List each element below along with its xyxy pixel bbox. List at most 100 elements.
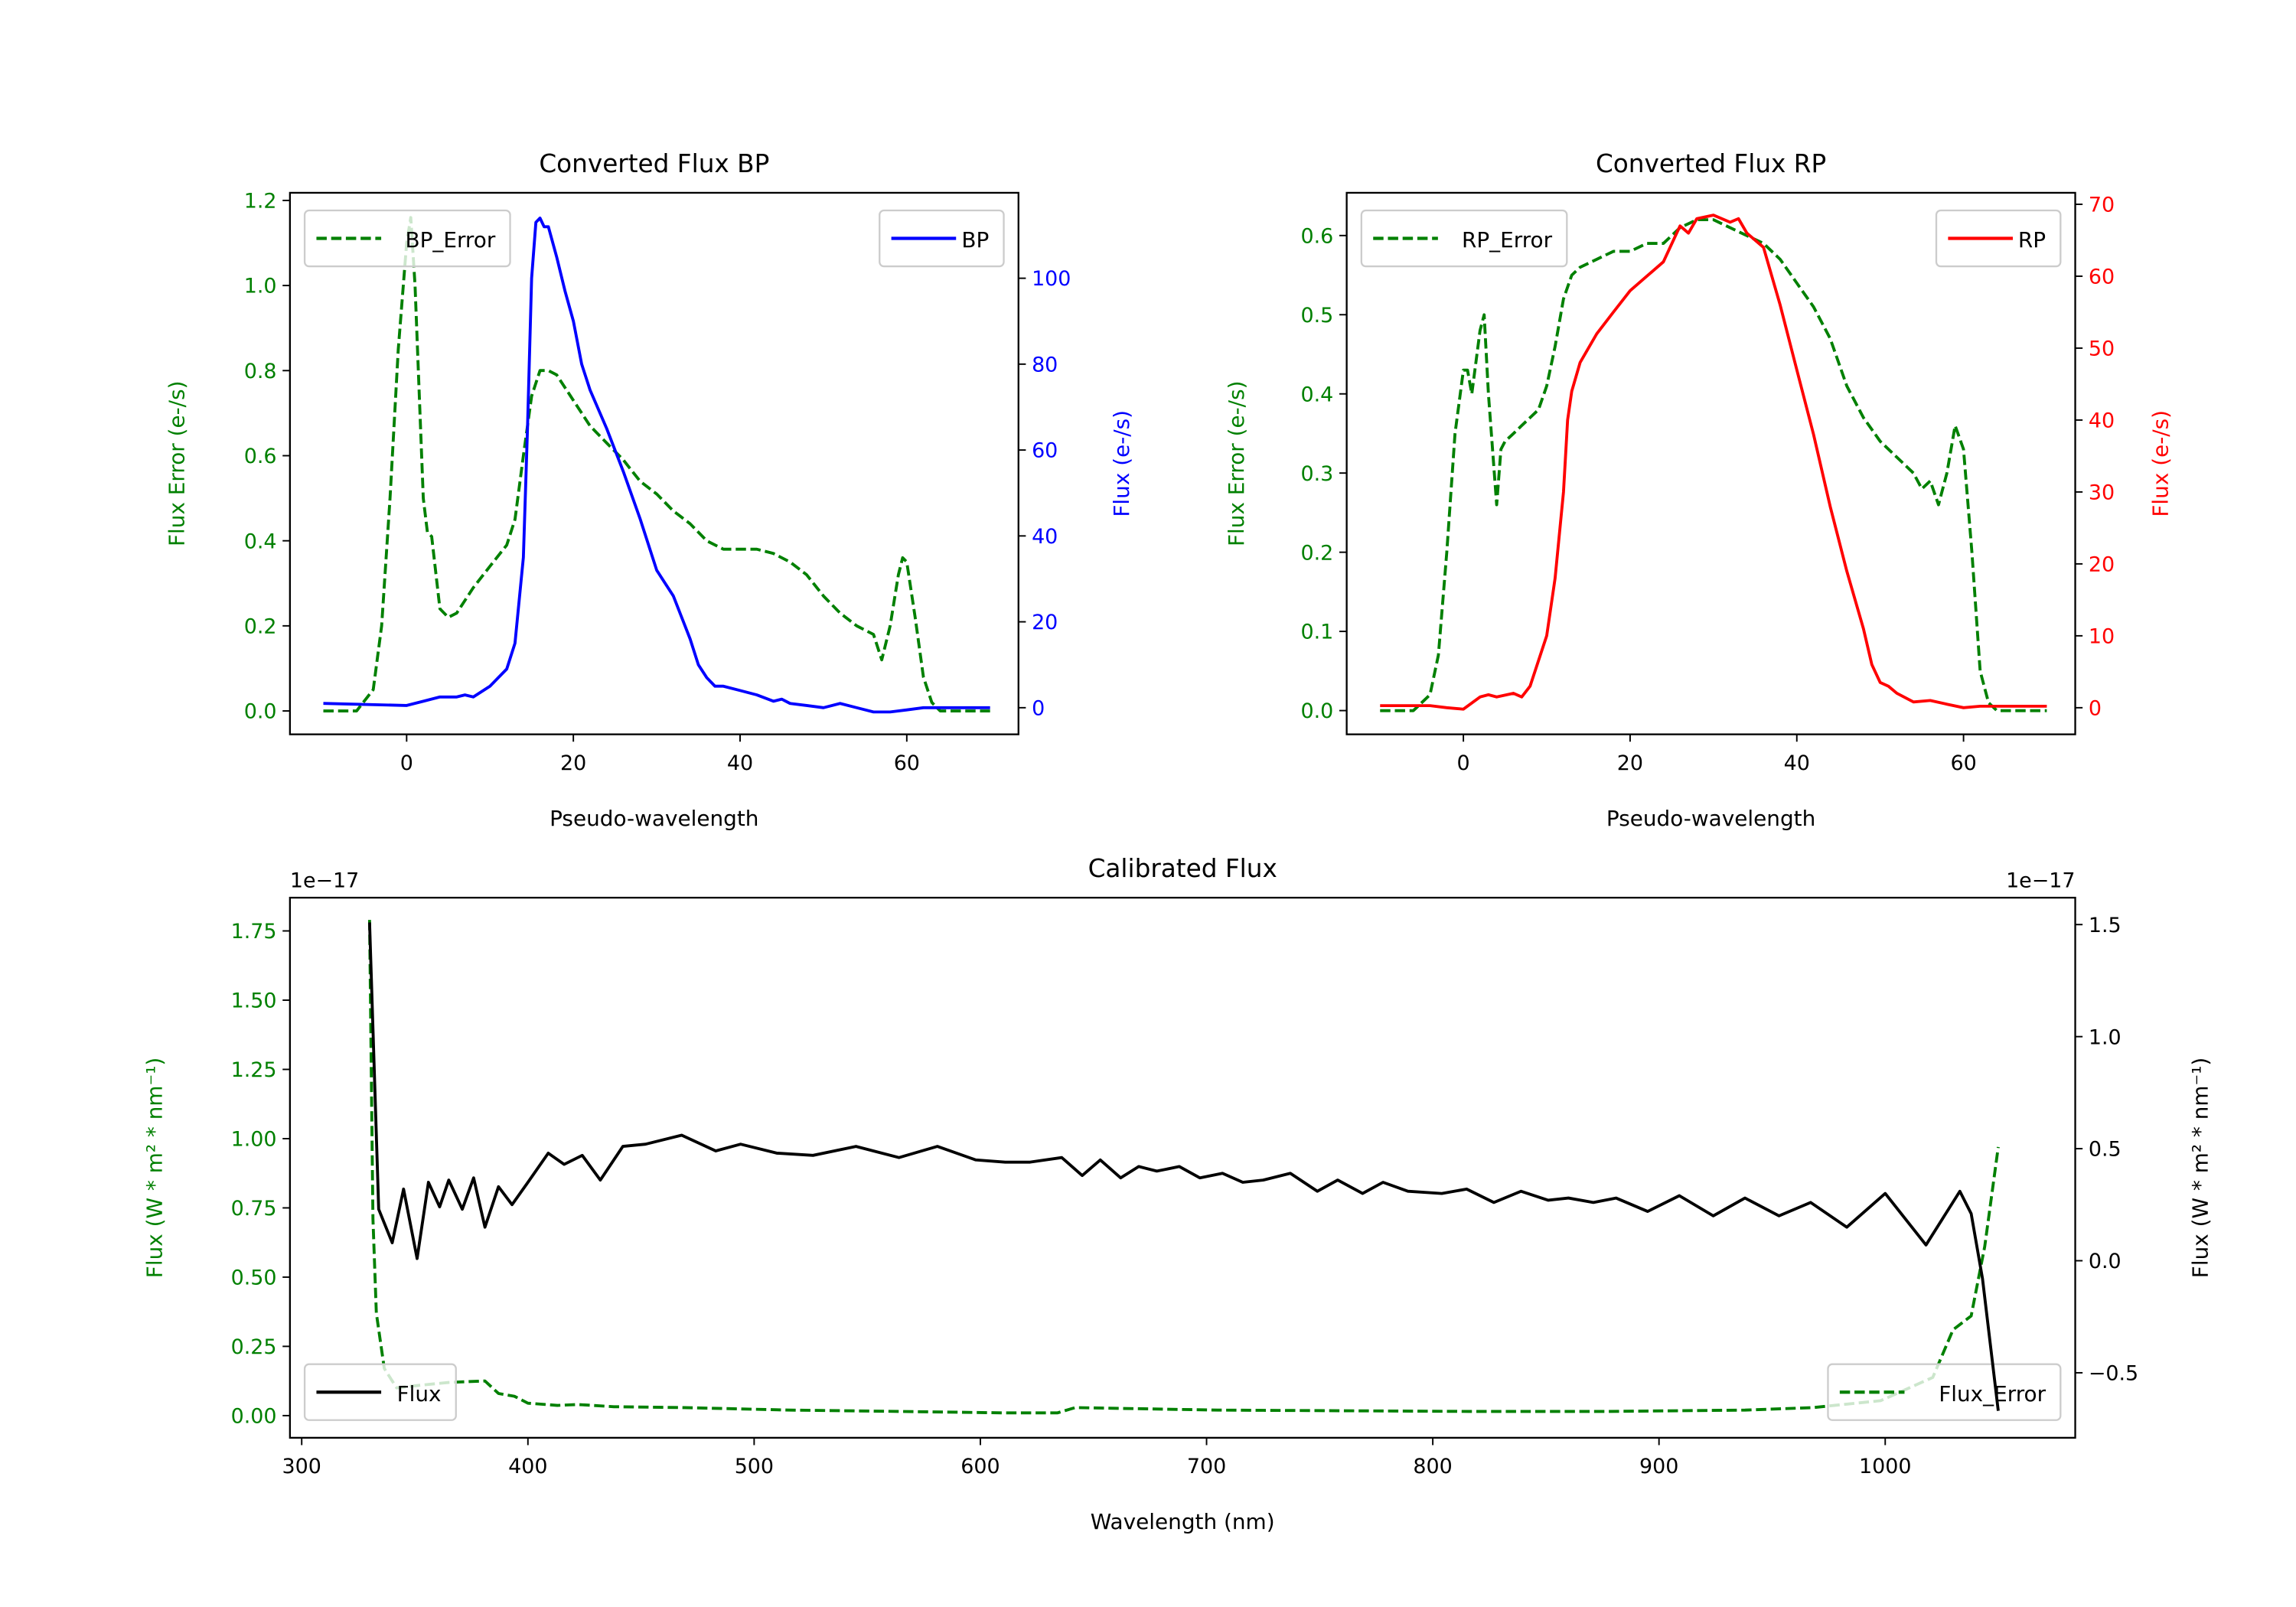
y-left-tick-label: 1.0 <box>244 275 277 298</box>
y-left-tick-label: 1.75 <box>231 920 277 944</box>
y-left-tick-label: 1.00 <box>231 1128 277 1152</box>
series-flux <box>367 922 2000 1411</box>
y-left-tick-label: 0.6 <box>1301 224 1334 248</box>
legend-label: RP_Error <box>1462 227 1553 253</box>
legend-label: BP_Error <box>405 227 495 253</box>
x-tick-label: 300 <box>282 1455 321 1478</box>
y-left-tick-label: 0.1 <box>1301 621 1334 644</box>
x-tick-label: 900 <box>1639 1455 1678 1478</box>
y-right-tick-label: 1.5 <box>2089 914 2122 937</box>
x-tick-label: 20 <box>560 751 586 775</box>
legend-bp: BP <box>879 209 1005 268</box>
y-left-tick-label: 0.3 <box>1301 462 1334 486</box>
y-right-axis-label: Flux (W * m² * nm⁻¹) <box>2188 1058 2213 1278</box>
series-line-rp <box>1380 214 2047 711</box>
y-right-offset-text: 1e−17 <box>2006 869 2075 893</box>
x-axis-label: Pseudo-wavelength <box>550 806 758 831</box>
x-tick-label: 800 <box>1413 1455 1452 1478</box>
series-line-bp <box>323 217 990 714</box>
y-left-tick-label: 0.25 <box>231 1335 277 1359</box>
legend-bp-error: BP_Error <box>303 209 511 268</box>
x-axis-label: Pseudo-wavelength <box>1606 806 1815 831</box>
y-right-tick-label: 0 <box>1032 696 1045 720</box>
x-tick-label: 0 <box>1457 751 1470 775</box>
legend-box <box>1827 1363 2062 1421</box>
series-bp-error <box>323 216 990 712</box>
y-right-tick-label: −0.5 <box>2089 1362 2138 1386</box>
y-right-tick-label: 50 <box>2089 337 2115 361</box>
y-left-offset-text: 1e−17 <box>290 869 359 893</box>
chart-title: Converted Flux BP <box>539 149 769 178</box>
x-tick-label: 600 <box>960 1455 1000 1478</box>
converted-flux-rp-chart: Converted Flux RP 0 20 40 60 0.0 0.1 0.2 0.3 0.4 0… <box>1224 149 2174 831</box>
x-tick-label: 1000 <box>1859 1455 1911 1478</box>
y-left-tick-label: 0.50 <box>231 1266 277 1290</box>
y-right-tick-label: 70 <box>2089 194 2115 217</box>
y-right-axis-label: Flux (e-/s) <box>1109 410 1134 517</box>
legend-label: Flux <box>397 1381 442 1407</box>
y-left-tick-label: 0.4 <box>1301 383 1334 406</box>
y-left-tick-label: 1.2 <box>244 190 277 214</box>
y-left-axis-label: Flux (W * m² * nm⁻¹) <box>142 1058 168 1278</box>
y-left-axis-label: Flux Error (e-/s) <box>164 381 189 546</box>
plot-frame <box>289 191 1019 735</box>
y-right-tick-label: 80 <box>1032 353 1058 376</box>
y-left-tick-label: 0.4 <box>244 530 277 553</box>
x-tick-label: 400 <box>508 1455 547 1478</box>
y-right-tick-label: 40 <box>1032 525 1058 549</box>
y-left-tick-label: 0.2 <box>1301 541 1334 565</box>
legend-label: BP <box>961 227 989 253</box>
y-right-tick-label: 60 <box>2089 266 2115 289</box>
series-bp <box>323 217 990 714</box>
y-right-tick-label: 20 <box>2089 553 2115 576</box>
y-left-tick-label: 0.2 <box>244 614 277 638</box>
x-tick-label: 60 <box>894 751 920 775</box>
calibrated-flux-chart: Calibrated Flux 300 400 500 600 700 800 900 1000… <box>142 854 2213 1534</box>
series-line-flux <box>367 922 2000 1411</box>
plot-frame <box>289 896 2076 1439</box>
series-line-rp-error <box>1380 218 2047 712</box>
legend-box <box>303 209 511 268</box>
x-tick-label: 40 <box>727 751 753 775</box>
x-tick-label: 500 <box>735 1455 774 1478</box>
y-left-tick-label: 1.50 <box>231 989 277 1013</box>
y-right-axis-label: Flux (e-/s) <box>2148 410 2174 517</box>
y-left-axis-label: Flux Error (e-/s) <box>1224 381 1249 546</box>
series-line-bp-error <box>323 216 990 712</box>
y-left-tick-label: 1.25 <box>231 1058 277 1082</box>
x-tick-label: 700 <box>1187 1455 1226 1478</box>
y-left-tick-label: 0.75 <box>231 1197 277 1221</box>
y-right-tick-label: 60 <box>1032 439 1058 463</box>
y-right-tick-label: 30 <box>2089 481 2115 505</box>
series-rp-error <box>1380 218 2047 712</box>
legend-rp-error: RP_Error <box>1360 209 1568 268</box>
y-right-tick-label: 20 <box>1032 611 1058 634</box>
x-tick-label: 0 <box>400 751 413 775</box>
legend-box <box>1360 209 1568 268</box>
x-axis-label: Wavelength (nm) <box>1091 1509 1275 1534</box>
y-right-tick-label: 10 <box>2089 624 2115 648</box>
legend-flux: Flux <box>303 1363 457 1421</box>
y-right-tick-label: 0.5 <box>2089 1138 2122 1162</box>
y-right-tick-label: 1.0 <box>2089 1025 2122 1049</box>
chart-title: Calibrated Flux <box>1088 854 1277 883</box>
legend-flux-error: Flux_Error <box>1827 1363 2062 1421</box>
y-right-tick-label: 100 <box>1032 267 1071 291</box>
x-tick-label: 40 <box>1784 751 1810 775</box>
plot-frame <box>1345 191 2076 735</box>
x-tick-label: 60 <box>1950 751 1976 775</box>
y-right-tick-label: 0 <box>2089 696 2102 720</box>
y-right-tick-label: 0.0 <box>2089 1250 2122 1273</box>
y-left-tick-label: 0.0 <box>1301 699 1334 723</box>
legend-label: Flux_Error <box>1939 1381 2046 1407</box>
x-tick-label: 20 <box>1617 751 1643 775</box>
converted-flux-bp-chart: Converted Flux BP 0 20 40 60 0.0 0.2 0.4 0.6 0.8 1… <box>164 149 1134 831</box>
legend-label: RP <box>2018 227 2046 253</box>
chart-title: Converted Flux RP <box>1596 149 1826 178</box>
series-rp <box>1380 214 2047 711</box>
y-left-tick-label: 0.5 <box>1301 304 1334 328</box>
y-left-tick-label: 0.8 <box>244 360 277 383</box>
y-left-tick-label: 0.00 <box>231 1405 277 1429</box>
